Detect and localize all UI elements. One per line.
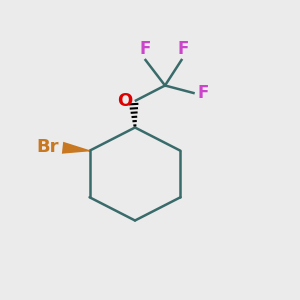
Text: F: F xyxy=(177,40,189,58)
Text: F: F xyxy=(197,84,208,102)
Text: O: O xyxy=(117,92,132,110)
Text: F: F xyxy=(140,40,151,58)
Text: Br: Br xyxy=(36,138,59,156)
Polygon shape xyxy=(62,142,90,154)
